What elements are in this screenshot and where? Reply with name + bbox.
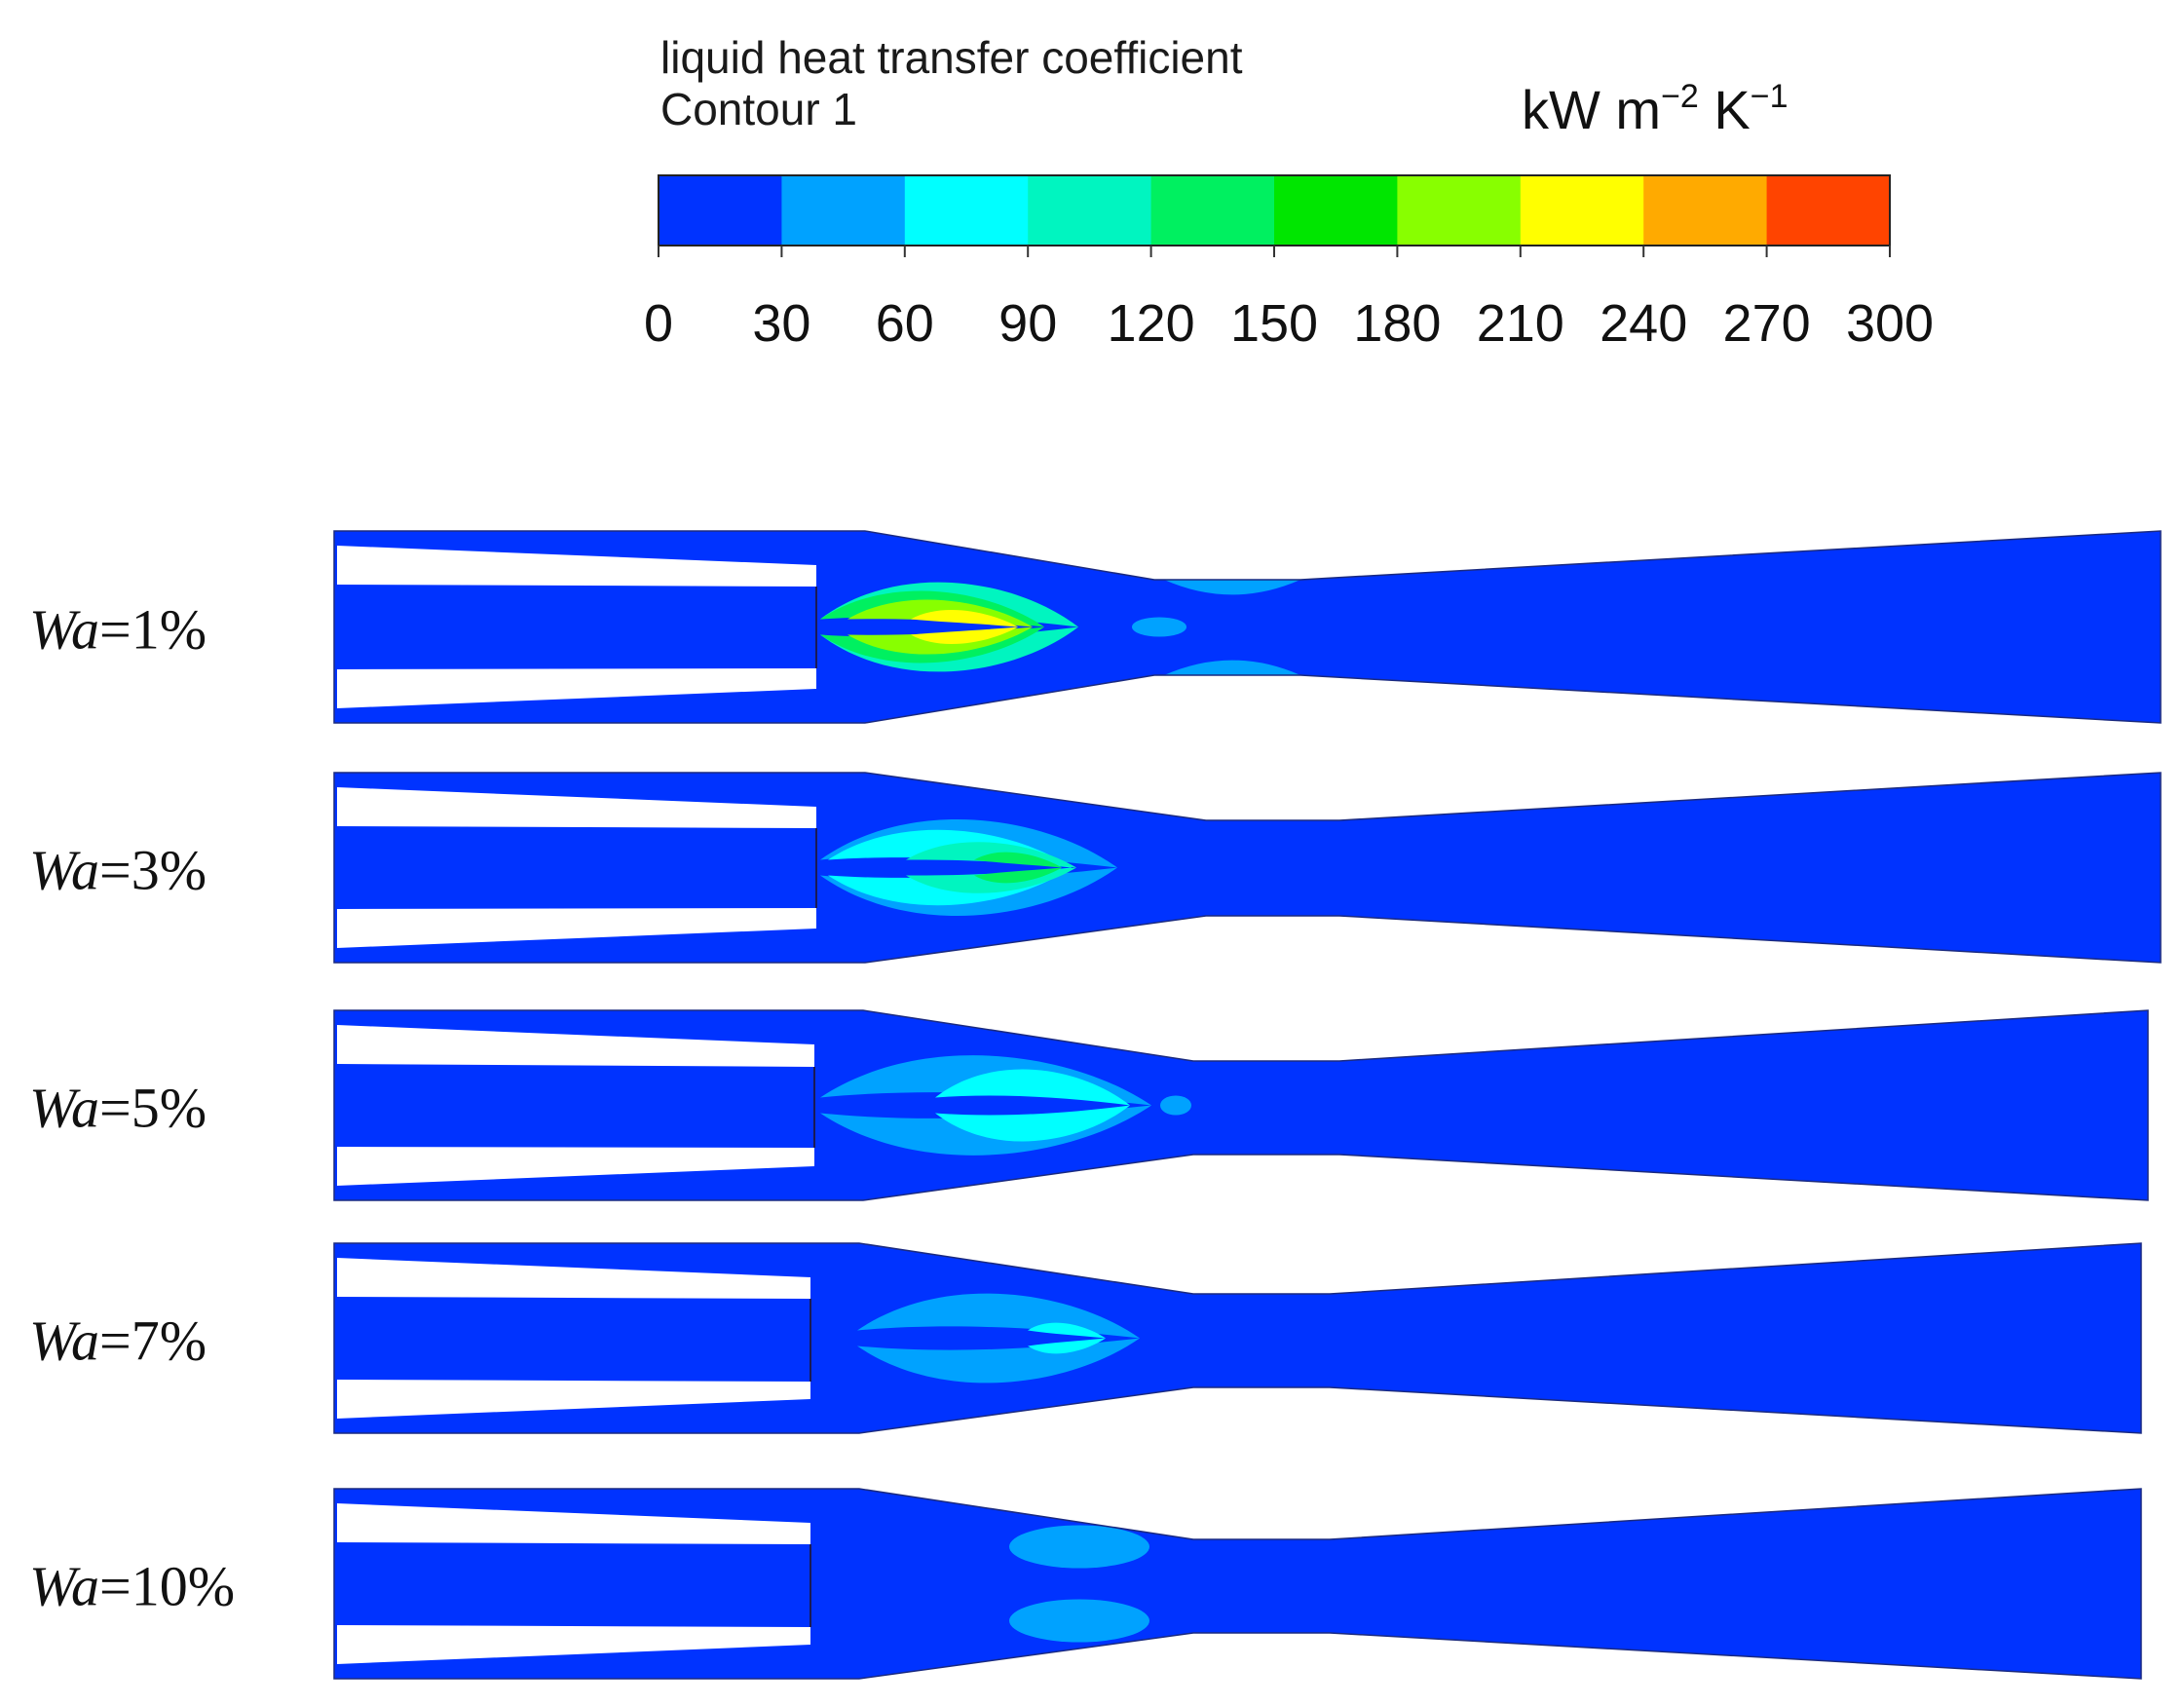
inlet-wall	[337, 908, 816, 948]
contour-blob	[1132, 617, 1186, 637]
contour-lobe	[911, 626, 1018, 645]
colorbar-tick-label: 270	[1723, 294, 1811, 353]
inlet-wall	[337, 1503, 810, 1544]
colorbar-segment	[1150, 175, 1275, 246]
contour-region	[820, 580, 1300, 675]
inlet-wall	[337, 1380, 810, 1419]
colorbar-tick-label: 90	[998, 294, 1057, 353]
domain-outline	[333, 1009, 2149, 1201]
panel: Wa=3%	[29, 772, 2162, 964]
panel-label-var: Wa	[29, 1555, 99, 1618]
domain-outline	[333, 1488, 2142, 1680]
panel-label: Wa=5%	[29, 1077, 207, 1140]
contour-panels: Wa=1%Wa=3%Wa=5%Wa=7%Wa=10%	[29, 530, 2162, 1680]
contour-lobe	[974, 852, 1062, 868]
panel-label-value: =7%	[99, 1309, 207, 1373]
unit-main: kW m	[1522, 79, 1661, 140]
panel: Wa=1%	[29, 530, 2162, 724]
contour-wall-lens	[1164, 660, 1300, 675]
domain-outline	[333, 772, 2162, 964]
contour-lobe	[1028, 1338, 1106, 1354]
contour-lobe	[974, 867, 1062, 884]
panel-label-value: =5%	[99, 1077, 207, 1140]
colorbar-segment	[1643, 175, 1768, 246]
colorbar-tick-label: 0	[644, 294, 673, 353]
colorbar-tick-label: 120	[1108, 294, 1195, 353]
panel-label: Wa=3%	[29, 839, 207, 902]
colorbar-tick-label: 300	[1846, 294, 1934, 353]
legend: liquid heat transfer coefficient Contour…	[644, 32, 1934, 353]
panel-label-value: =10%	[99, 1555, 235, 1618]
colorbar-tick-label: 60	[876, 294, 934, 353]
inlet-wall	[337, 1625, 810, 1664]
colorbar-tick-label: 210	[1477, 294, 1564, 353]
contour-region	[857, 1293, 1140, 1384]
panel-label: Wa=10%	[29, 1555, 235, 1618]
contour-wall-lens	[1164, 580, 1300, 595]
inlet-wall	[337, 1025, 814, 1067]
contour-blob	[1009, 1599, 1149, 1643]
legend-subtitle: Contour 1	[660, 84, 857, 134]
contour-lobe	[911, 609, 1018, 627]
contour-region	[1009, 1525, 1149, 1643]
contour-blob	[1160, 1095, 1191, 1116]
panel-label: Wa=7%	[29, 1309, 207, 1373]
colorbar-tick-label: 180	[1353, 294, 1441, 353]
unit-exp2: −1	[1751, 78, 1789, 115]
contour-region	[820, 1055, 1191, 1156]
contour-lobe	[1028, 1322, 1106, 1339]
colorbar-segment	[1397, 175, 1522, 246]
colorbar-segment	[1766, 175, 1891, 246]
colorbar-tick-label: 240	[1600, 294, 1687, 353]
contour-lobe	[935, 1069, 1130, 1106]
domain-outline	[333, 530, 2162, 724]
panel-label: Wa=1%	[29, 598, 207, 662]
legend-title: liquid heat transfer coefficient	[660, 32, 1243, 83]
unit-exp1: −2	[1661, 78, 1699, 115]
panel: Wa=7%	[29, 1242, 2142, 1434]
unit-mid: K	[1699, 79, 1751, 140]
colorbar-segment	[1028, 175, 1152, 246]
panel-label-var: Wa	[29, 598, 99, 662]
inlet-wall	[337, 1258, 810, 1299]
panel-label-var: Wa	[29, 1077, 99, 1140]
inlet-wall	[337, 668, 816, 708]
legend-unit: kW m−2 K−1	[1522, 78, 1789, 140]
panel-label-value: =3%	[99, 839, 207, 902]
colorbar-segment	[781, 175, 906, 246]
colorbar-tick-label: 150	[1230, 294, 1318, 353]
colorbar-segment	[1520, 175, 1644, 246]
colorbar-segment	[1274, 175, 1398, 246]
colorbar-ticks: 0 30 60 90 120 150 180 210 240 270 300	[644, 246, 1934, 353]
colorbar	[658, 174, 1891, 246]
colorbar-tick-label: 30	[752, 294, 810, 353]
domain-outline	[333, 1242, 2142, 1434]
inlet-wall	[337, 546, 816, 587]
colorbar-segment	[904, 175, 1029, 246]
contour-blob	[1009, 1525, 1149, 1569]
inlet-wall	[337, 787, 816, 828]
contour-region	[820, 818, 1117, 917]
colorbar-segment	[659, 175, 782, 246]
contour-lobe	[935, 1105, 1130, 1142]
panel: Wa=10%	[29, 1488, 2142, 1680]
panel-label-var: Wa	[29, 1309, 99, 1373]
inlet-wall	[337, 1147, 814, 1186]
panel-label-var: Wa	[29, 839, 99, 902]
panel: Wa=5%	[29, 1009, 2149, 1201]
panel-label-value: =1%	[99, 598, 207, 662]
